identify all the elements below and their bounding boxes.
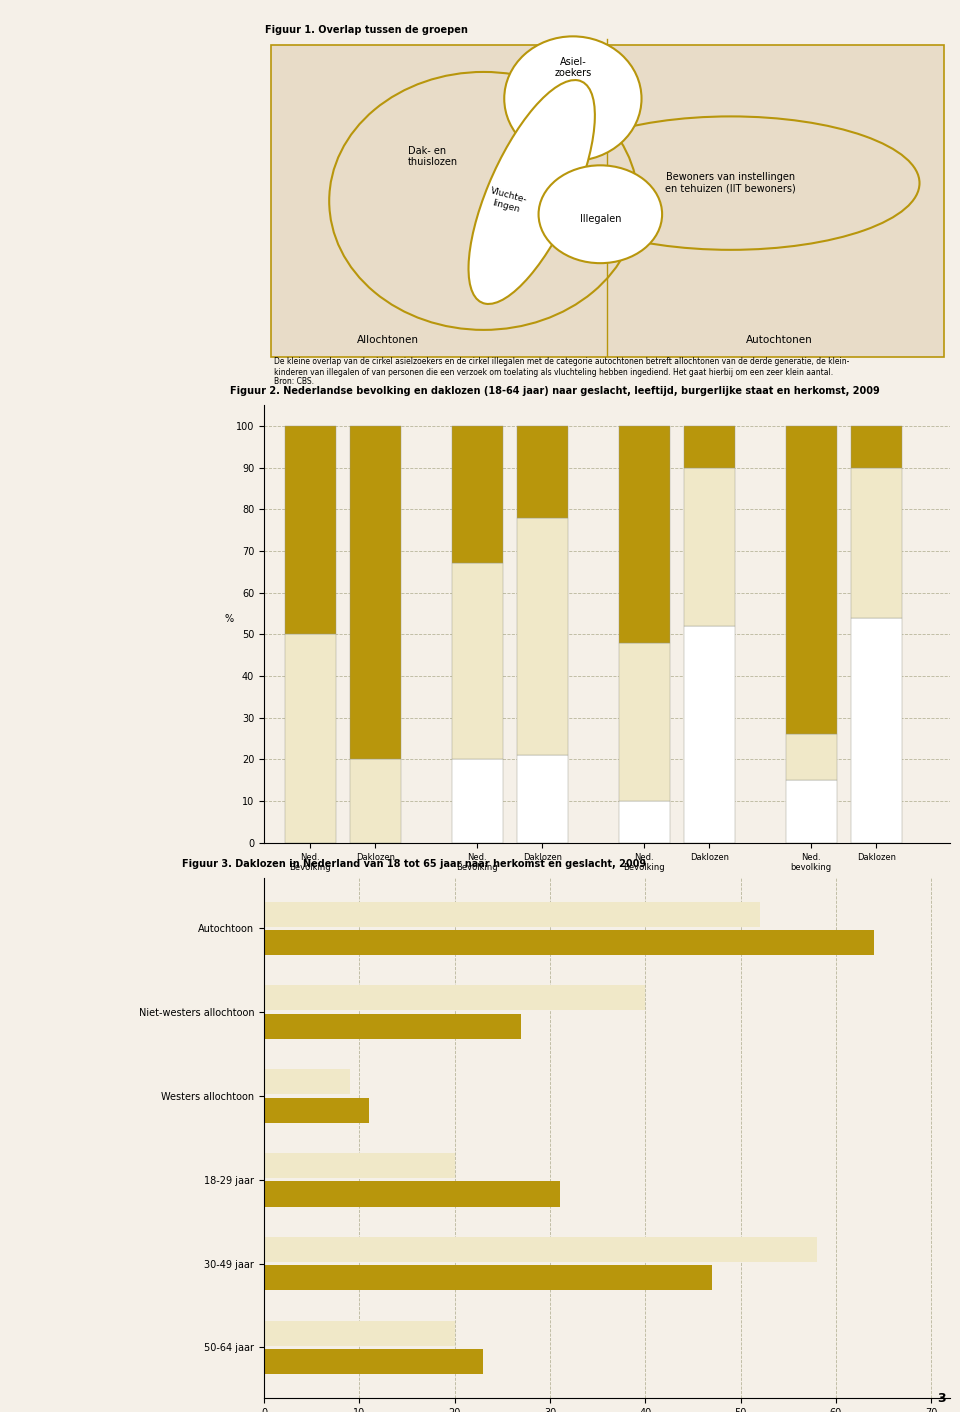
Bar bbox=[516, 426, 567, 518]
Bar bbox=[285, 426, 336, 634]
Bar bbox=[264, 1069, 349, 1094]
Bar bbox=[452, 760, 503, 843]
Bar bbox=[349, 426, 401, 760]
Text: Herkomst: Herkomst bbox=[820, 935, 867, 945]
Bar bbox=[264, 1154, 455, 1178]
Title: Figuur 3. Daklozen in Nederland van 18 tot 65 jaar naar herkomst en geslacht, 20: Figuur 3. Daklozen in Nederland van 18 t… bbox=[181, 858, 646, 868]
Text: 3: 3 bbox=[937, 1392, 946, 1405]
FancyBboxPatch shape bbox=[271, 45, 944, 357]
Text: Bewoners van instellingen
en tehuizen (IIT bewoners): Bewoners van instellingen en tehuizen (I… bbox=[665, 172, 796, 193]
Bar bbox=[851, 467, 901, 617]
Bar bbox=[452, 426, 503, 563]
Bar bbox=[452, 563, 503, 760]
Text: Illegalen: Illegalen bbox=[580, 213, 621, 223]
Bar bbox=[264, 1265, 712, 1291]
Bar bbox=[264, 1348, 483, 1374]
Bar bbox=[264, 986, 645, 1011]
Bar bbox=[264, 1182, 560, 1207]
Bar bbox=[264, 931, 875, 955]
Bar bbox=[851, 617, 901, 843]
Bar bbox=[349, 760, 401, 843]
Bar bbox=[285, 634, 336, 843]
Bar bbox=[851, 426, 901, 467]
Ellipse shape bbox=[468, 80, 595, 304]
Text: Geslacht: Geslacht bbox=[322, 935, 364, 945]
Title: Figuur 2. Nederlandse bevolking en daklozen (18-64 jaar) naar geslacht, leeftijd: Figuur 2. Nederlandse bevolking en daklo… bbox=[229, 385, 879, 395]
Bar bbox=[264, 1014, 521, 1039]
Text: Bron: CBS, SIVZ.: Bron: CBS, SIVZ. bbox=[264, 976, 326, 986]
Bar bbox=[785, 734, 837, 781]
Text: Dak- en
thuislozen: Dak- en thuislozen bbox=[408, 145, 458, 167]
Bar bbox=[264, 1320, 455, 1346]
Bar bbox=[264, 1097, 369, 1123]
Bar bbox=[264, 901, 759, 926]
Text: Bron: CBS.: Bron: CBS. bbox=[275, 377, 314, 385]
Bar bbox=[264, 1237, 817, 1262]
Text: Vluchte-
lingen: Vluchte- lingen bbox=[487, 186, 528, 215]
Text: Leeftijd: Leeftijd bbox=[492, 935, 528, 945]
Bar bbox=[684, 467, 734, 626]
Text: De kleine overlap van de cirkel asielzoekers en de cirkel illegalen met de categ: De kleine overlap van de cirkel asielzoe… bbox=[275, 357, 850, 377]
Text: Asiel-
zoekers: Asiel- zoekers bbox=[554, 56, 591, 78]
Text: Figuur 1. Overlap tussen de groepen: Figuur 1. Overlap tussen de groepen bbox=[265, 25, 468, 35]
Bar bbox=[785, 426, 837, 734]
Bar bbox=[619, 426, 670, 642]
Ellipse shape bbox=[504, 37, 641, 161]
Text: Burgerlijke staat: Burgerlijke staat bbox=[636, 935, 717, 945]
Bar bbox=[684, 626, 734, 843]
Bar bbox=[684, 426, 734, 467]
Y-axis label: %: % bbox=[225, 614, 233, 624]
Bar bbox=[619, 642, 670, 801]
Text: Allochtonen: Allochtonen bbox=[356, 336, 419, 346]
Ellipse shape bbox=[539, 165, 662, 263]
Text: Autochtonen: Autochtonen bbox=[745, 336, 812, 346]
Bar bbox=[516, 755, 567, 843]
Bar bbox=[619, 801, 670, 843]
Bar bbox=[516, 518, 567, 755]
Bar bbox=[785, 781, 837, 843]
